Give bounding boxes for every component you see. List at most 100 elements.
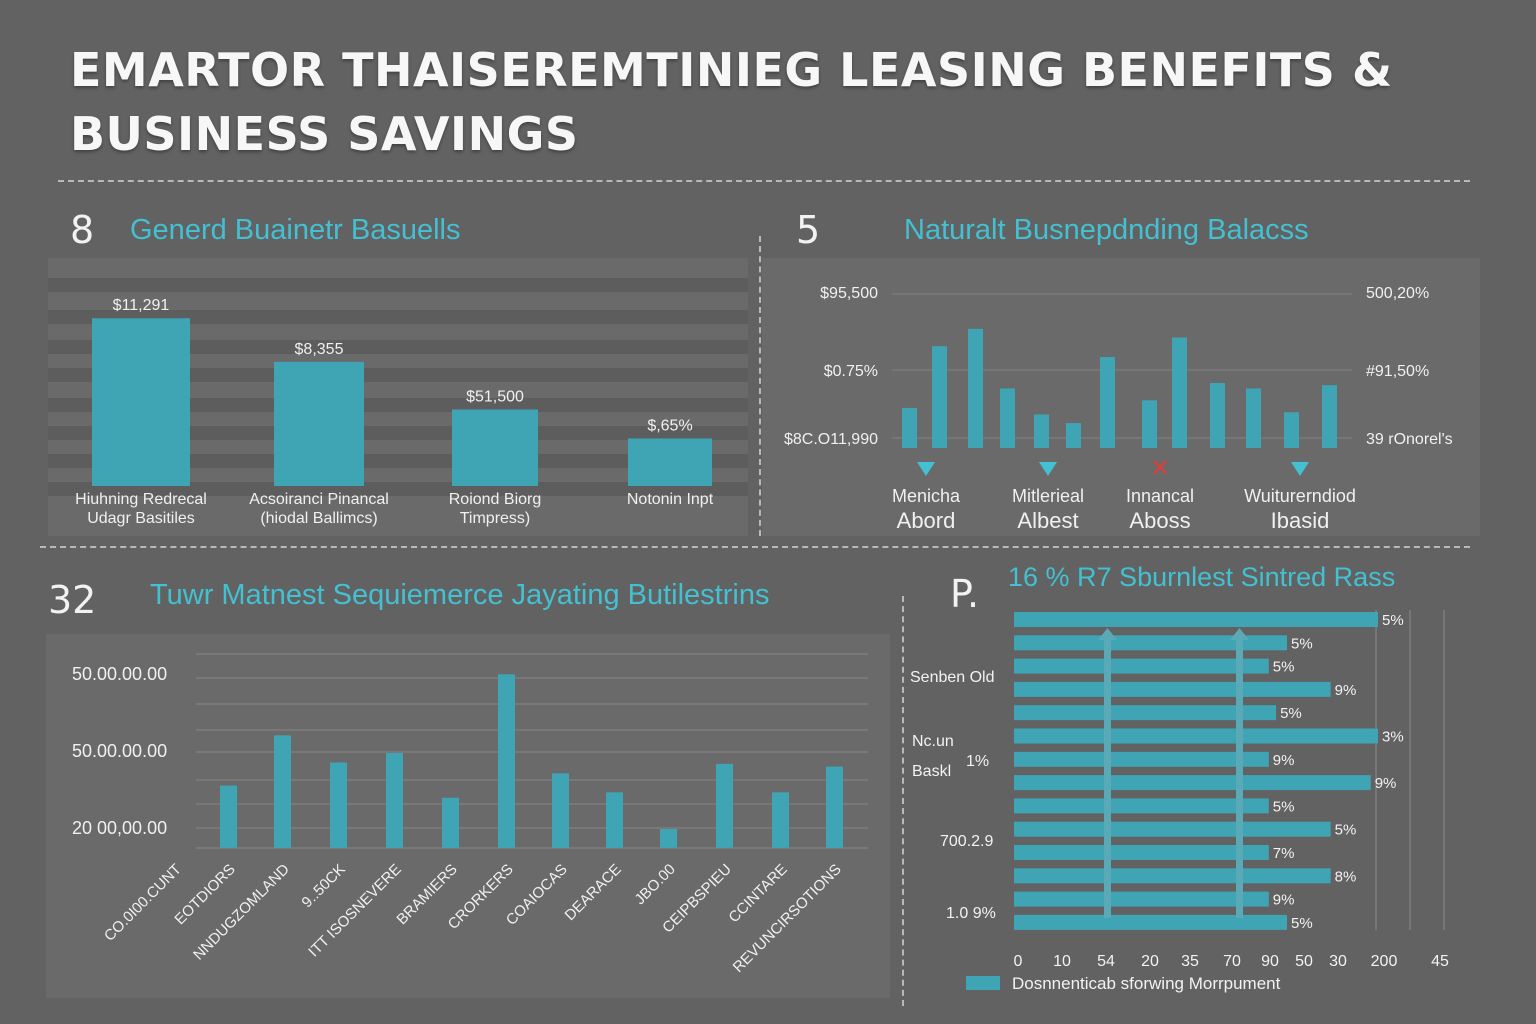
panel2-bar <box>1322 385 1337 448</box>
panel4-left-label: Senben Old <box>910 669 995 686</box>
panel1-category-label: Notonin Inpt <box>627 491 714 508</box>
panel4-bar <box>1014 914 1287 930</box>
panel4-bar <box>1014 751 1269 767</box>
panel1-category-label: Roiond Biorg <box>449 491 542 508</box>
panel4-bar <box>1014 798 1269 814</box>
panel1-gridline <box>48 482 748 496</box>
panel4-bar <box>1014 868 1331 884</box>
column-divider-top <box>759 236 761 536</box>
panel4-bar-label: 3% <box>1382 729 1404 746</box>
panel4-x-tick-label: 20 <box>1141 953 1159 970</box>
panel2-bar <box>1034 414 1049 448</box>
panel4-left-label: 1% <box>966 753 989 770</box>
panel2-bar <box>1172 337 1187 448</box>
panel4-chart: 5% 5% 5% 9% 5% 3% 9% 9% 5% 5% 7% 8% 9% 5% Senben Old Nc… <box>910 610 1449 993</box>
panel4-bar-label: 5% <box>1291 915 1313 932</box>
panel4-x-tick-label: 45 <box>1431 953 1449 970</box>
panel1-gridline <box>48 426 748 440</box>
panel4-left-label: 1.0 9% <box>946 905 996 922</box>
panel4-bar-label: 9% <box>1335 682 1357 699</box>
panel1-title: Generd Buainetr Basuells <box>130 214 461 246</box>
panel2-group-label: Albest <box>1017 508 1078 533</box>
panel1-gridline <box>48 454 748 468</box>
panel1-data-label: $,65% <box>647 417 692 434</box>
panel3-bar <box>826 766 843 848</box>
panel3-bar <box>660 829 677 848</box>
panel4-x-tick-label: 10 <box>1053 953 1071 970</box>
panel2-bar <box>932 346 947 448</box>
panel2-left-axis-label: $8C.O11,990 <box>784 431 878 448</box>
panel2-group-label: Innancal <box>1126 486 1194 506</box>
panel4-arrow-up-icon <box>1230 628 1249 640</box>
panel2-group-label: Abord <box>897 508 956 533</box>
panel4-bar-label: 8% <box>1335 868 1357 885</box>
panel4-bar <box>1014 775 1371 791</box>
panel4-number: P. <box>950 572 980 616</box>
panel4-bar-label: 5% <box>1280 705 1302 722</box>
panel3-bar <box>442 797 459 848</box>
panel1-gridline <box>48 310 748 324</box>
panel4-x-tick-label: 50 <box>1295 953 1313 970</box>
panel3-category-label: REVUNCIRSOTIONS <box>730 861 845 976</box>
column-divider-bottom <box>902 596 904 1006</box>
panel2-x-marker-icon: ✕ <box>1150 455 1170 482</box>
panel4-bar-label: 5% <box>1273 798 1295 815</box>
panel4-bracket <box>1236 632 1243 918</box>
panel2-group-label: Aboss <box>1129 508 1190 533</box>
panel3-category-label: CO.0I00.CUNT <box>101 861 185 945</box>
panel4-x-tick-label: 54 <box>1097 953 1115 970</box>
panel1-chart: $11,291 Hiuhning Redrecal Udagr Basitiles $… <box>48 278 748 527</box>
panel2-bar <box>1142 400 1157 448</box>
panel4-arrow-up-icon <box>1098 628 1117 640</box>
panel2-bar <box>1284 412 1299 448</box>
panel1-category-label: (hiodal Ballimcs) <box>260 510 377 527</box>
panel2-right-axis-label: 500,20% <box>1366 285 1429 302</box>
panel1-gridline <box>48 398 748 412</box>
panel2-arrow-down-icon <box>1291 462 1309 476</box>
page-title-line-1: EMARTOR THAISEREMTINIEG LEASING BENEFITS… <box>70 43 1393 97</box>
panel3-title: Tuwr Matnest Sequiemerce Jayating Butile… <box>150 579 770 611</box>
panel4-bar-label: 5% <box>1335 822 1357 839</box>
panel1-bar <box>92 318 190 486</box>
panel3-bar <box>386 753 403 848</box>
panel3-category-label: NNDUGZOMLAND <box>190 861 293 964</box>
panel4-title: 16 % R7 Sburnlest Sintred Rass <box>1008 562 1396 592</box>
panel1-number: 8 <box>70 208 95 252</box>
panel2-group-label: Ibasid <box>1271 508 1330 533</box>
panel1-gridline <box>48 368 748 382</box>
panel1-bar <box>274 361 364 486</box>
panel4-bracket <box>1104 632 1111 918</box>
panel3-bar <box>220 785 237 848</box>
panel4-left-label: Baskl <box>912 763 951 780</box>
panel1-category-label: Acsoiranci Pinancal <box>249 491 389 508</box>
panel4-bar <box>1014 845 1269 860</box>
panel4-bar-label: 9% <box>1273 752 1295 769</box>
panel4-bar <box>1014 728 1378 744</box>
panel3-number: 32 <box>48 578 97 622</box>
panel4-bar <box>1014 821 1331 837</box>
panel1-bar <box>628 438 712 486</box>
panel2-left-axis-label: $0.75% <box>824 363 878 380</box>
panel1-category-label: Hiuhning Redrecal <box>75 491 207 508</box>
panel1-bar <box>452 409 538 486</box>
panel3-bar <box>552 773 569 848</box>
panel4-legend-swatch <box>966 976 1000 990</box>
panel4-bar-label: 9% <box>1375 775 1397 792</box>
panel2-group-label: Menicha <box>892 486 961 506</box>
panel1-category-label: Udagr Basitiles <box>87 510 195 527</box>
panel2-bar <box>1100 357 1115 448</box>
panel2-group-label: Mitlerieal <box>1012 486 1084 506</box>
title-divider <box>58 180 1470 182</box>
panel4-left-label: Nc.un <box>912 733 954 750</box>
panel4-bar <box>1014 681 1331 697</box>
panel4-bar-label: 9% <box>1273 892 1295 909</box>
panel3-category-label: JBO.00 <box>631 861 678 908</box>
panel4-bar-label: 5% <box>1273 659 1295 676</box>
panel3-bar <box>274 735 291 848</box>
panel3-category-label: 9..50CK <box>298 861 348 911</box>
panel3-category-label: ITT ISOSNEVERE <box>305 861 405 961</box>
panel3-bar <box>606 792 623 848</box>
panel3-y-tick-label: 20 00,00.00 <box>72 818 167 838</box>
panel4-bar <box>1014 705 1277 721</box>
panel4-left-label: 700.2.9 <box>940 833 993 850</box>
